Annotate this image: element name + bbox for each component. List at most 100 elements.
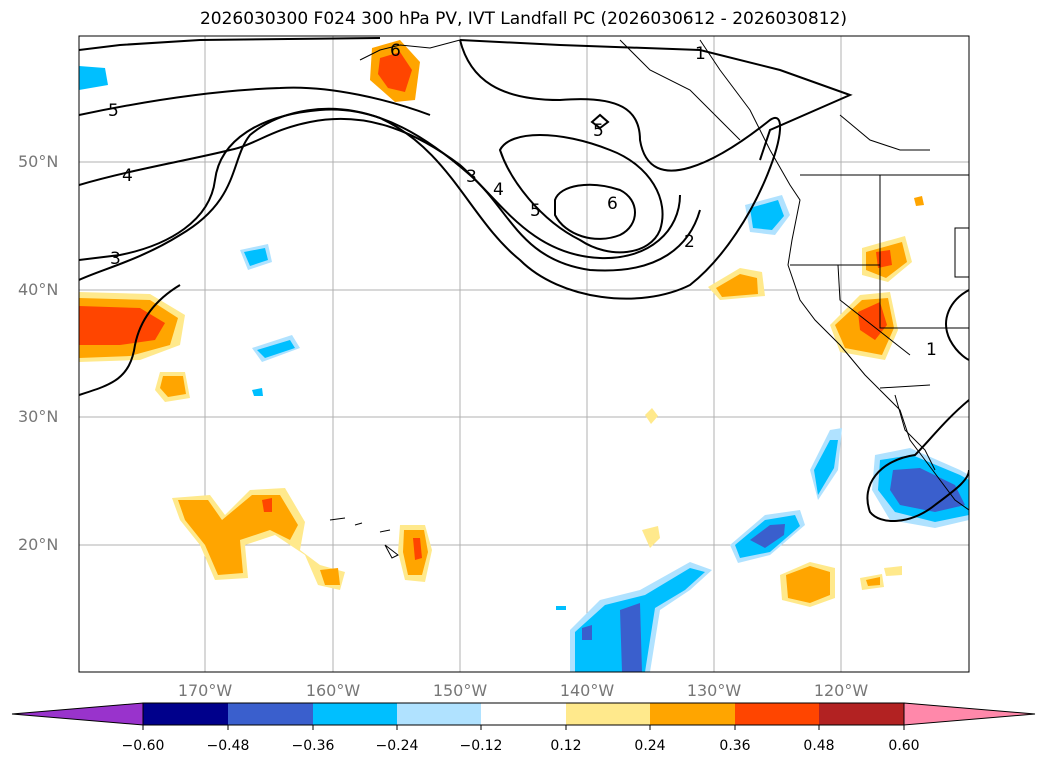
fill-patch-blue-12n-dot — [582, 625, 592, 640]
pv-contour-1 — [79, 37, 853, 161]
pv-contour-5 — [79, 86, 664, 254]
colorbar-bin — [819, 703, 904, 725]
fill-patch-hawaii-orange-2 — [320, 568, 340, 585]
colorbar-tick: −0.12 — [459, 738, 503, 754]
lat-label: 40°N — [18, 280, 59, 299]
pv-contour-small — [590, 113, 610, 130]
colorbar-bin — [650, 703, 735, 725]
fill-patch-blue-20n-navy — [750, 524, 785, 548]
colorbar — [11, 702, 1036, 730]
contour-label: 2 — [684, 232, 695, 252]
fill-patch-orange-16n — [786, 566, 830, 603]
pv-contour-3 — [79, 108, 701, 272]
colorbar-bin — [228, 703, 313, 725]
fill-patch-nv-dot — [914, 196, 924, 206]
colorbar-tick: 0.60 — [888, 738, 920, 754]
map-area — [79, 36, 969, 672]
fill-patch-blue-42n-inner — [244, 248, 268, 266]
contour-label: 5 — [108, 101, 119, 121]
lon-label: 170°W — [177, 681, 233, 700]
lon-label: 140°W — [559, 681, 615, 700]
fill-patch-blue-12n-navy — [620, 603, 642, 672]
gridlines — [79, 36, 969, 672]
colorbar-tick: 0.24 — [634, 738, 666, 754]
coastline-alaska-panhandle — [619, 39, 741, 141]
contour-label: 3 — [466, 167, 477, 187]
colorbar-bin — [397, 703, 481, 725]
border-or-id — [879, 175, 969, 329]
colorbar-tick: −0.48 — [206, 738, 250, 754]
lat-label: 20°N — [18, 535, 59, 554]
fill-patch-small-orange-inner — [160, 376, 186, 397]
coastline-alaska — [359, 39, 461, 61]
lon-label: 120°W — [813, 681, 869, 700]
colorbar-bin — [566, 703, 650, 725]
fill-patch-blue-sliver-inner — [814, 440, 838, 495]
pv-contour-baja-loop — [866, 399, 969, 523]
lon-label: 150°W — [432, 681, 488, 700]
contour-label: 5 — [530, 201, 541, 221]
colorbar-bin — [313, 703, 397, 725]
lat-label: 50°N — [18, 152, 59, 171]
colorbar-tick: 0.12 — [550, 738, 582, 754]
fill-patch-hawaii-red-2 — [262, 498, 272, 512]
pv-contour-2 — [79, 39, 782, 300]
fill-patch-blue-small — [252, 388, 263, 396]
lat-label: 30°N — [18, 407, 59, 426]
fill-patch-nw-blue — [79, 66, 108, 90]
fill-patch-wa-coast-blue-inner — [750, 200, 784, 230]
contour-label: 6 — [390, 41, 401, 61]
fill-patch-orange-small-2 — [866, 577, 880, 586]
colorbar-bin — [481, 703, 566, 725]
contour-label: 4 — [493, 180, 504, 200]
fill-patch-dot-21n — [642, 526, 660, 548]
border-canada-interior — [839, 114, 930, 151]
lon-label: 130°W — [686, 681, 742, 700]
fill-patch-dot-30n — [645, 408, 658, 424]
pv-contour-6 — [554, 183, 636, 240]
contour-label-group: 1 2 3 4 5 6 5 3 4 5 6 1 — [108, 41, 937, 360]
fill-patch-alaska-red — [378, 52, 412, 92]
contour-label: 6 — [607, 194, 618, 214]
colorbar-tick: −0.60 — [121, 738, 165, 754]
colorbar-extend-low — [11, 702, 144, 726]
contour-label: 3 — [110, 249, 121, 269]
border-baja — [879, 384, 931, 389]
fill-patch-hawaii-red — [413, 538, 422, 560]
map-frame — [78, 35, 970, 673]
border-ca-nv — [837, 264, 911, 356]
contour-label: 1 — [926, 340, 937, 360]
colorbar-frame — [142, 702, 905, 726]
fill-patch-hawaii-chain-orange — [178, 495, 298, 575]
coastline-na-west — [699, 39, 969, 511]
pv-contour-4 — [79, 117, 681, 260]
pv-contour-west-loop — [79, 284, 181, 396]
pv-contours — [79, 37, 969, 523]
fill-patch-orange-small-3 — [884, 566, 902, 576]
contour-label: 1 — [695, 44, 706, 64]
fill-patch-blue-dot-15n — [556, 606, 566, 610]
border-az — [954, 227, 969, 278]
borders — [790, 114, 969, 389]
colorbar-tick: −0.36 — [291, 738, 335, 754]
colorbar-tick: −0.24 — [375, 738, 419, 754]
ivt-anomaly-fills — [79, 40, 969, 672]
colorbar-bin — [735, 703, 819, 725]
lon-label: 160°W — [305, 681, 361, 700]
coastline-hawaii — [329, 517, 399, 559]
colorbar-tick: 0.36 — [719, 738, 751, 754]
map-title: 2026030300 F024 300 hPa PV, IVT Landfall… — [199, 9, 847, 29]
fill-patch-blue-35n-inner — [257, 340, 295, 358]
coastlines — [329, 39, 969, 559]
coastline-baja — [894, 394, 936, 471]
colorbar-bin — [143, 703, 228, 725]
fill-patch-baja-navy — [890, 468, 965, 512]
contour-label: 4 — [122, 166, 133, 186]
contour-label: 5 — [593, 121, 604, 141]
colorbar-extend-high — [903, 702, 1036, 726]
fill-patch-west-red — [79, 306, 165, 345]
pv-contour-sw-loop — [945, 289, 969, 361]
colorbar-tick: 0.48 — [803, 738, 835, 754]
fill-patch-130w-40n-inner — [716, 274, 758, 297]
